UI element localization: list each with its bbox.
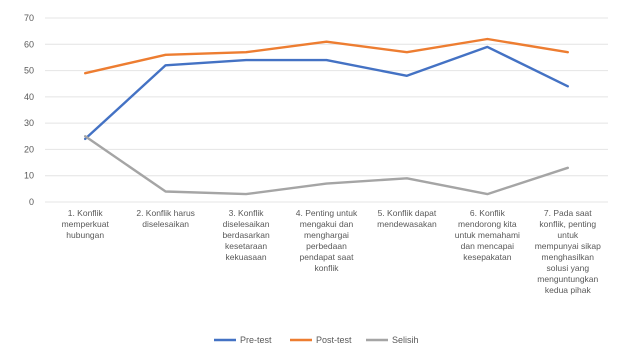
legend-item: Pre-test <box>214 335 272 345</box>
x-category-label: 3. Konflik diselesaikan berdasarkan kesetar… <box>222 208 270 262</box>
x-category-label: 5. Konflik dapat mendewasakan <box>377 208 437 229</box>
x-category-label: 2. Konflik harus diselesaikan <box>136 208 195 229</box>
y-tick-label: 20 <box>24 144 34 154</box>
y-tick-label: 50 <box>24 66 34 76</box>
y-tick-label: 30 <box>24 118 34 128</box>
y-tick-label: 10 <box>24 171 34 181</box>
legend-item: Selisih <box>366 335 419 345</box>
x-axis-categories: 1. Konflik memperkuat hubungan 2. Konflik h… <box>62 208 602 295</box>
series-line-pre-test <box>83 45 569 141</box>
series-line-post-test <box>83 37 569 75</box>
y-tick-label: 70 <box>24 13 34 23</box>
gridlines <box>45 17 608 203</box>
series-lines <box>83 37 569 196</box>
x-category-label: 4. Penting untuk mengakui dan menghargai pe… <box>296 208 358 273</box>
y-axis-ticks: 0 10 20 30 40 50 60 70 <box>24 13 34 207</box>
y-tick-label: 60 <box>24 39 34 49</box>
legend-label: Post-test <box>316 335 352 345</box>
y-tick-label: 0 <box>29 197 34 207</box>
x-category-label: 1. Konflik memperkuat hubungan <box>62 208 110 240</box>
legend-label: Selisih <box>392 335 419 345</box>
legend-label: Pre-test <box>240 335 272 345</box>
x-category-label: 6. Konflik mendorong kita untuk memahami da… <box>455 208 520 262</box>
series-line-selisih <box>83 135 569 196</box>
legend-item: Post-test <box>290 335 352 345</box>
x-category-label: 7. Pada saat konflik, penting untuk mempuny… <box>535 208 601 295</box>
legend: Pre-test Post-test Selisih <box>214 335 419 345</box>
y-tick-label: 40 <box>24 92 34 102</box>
